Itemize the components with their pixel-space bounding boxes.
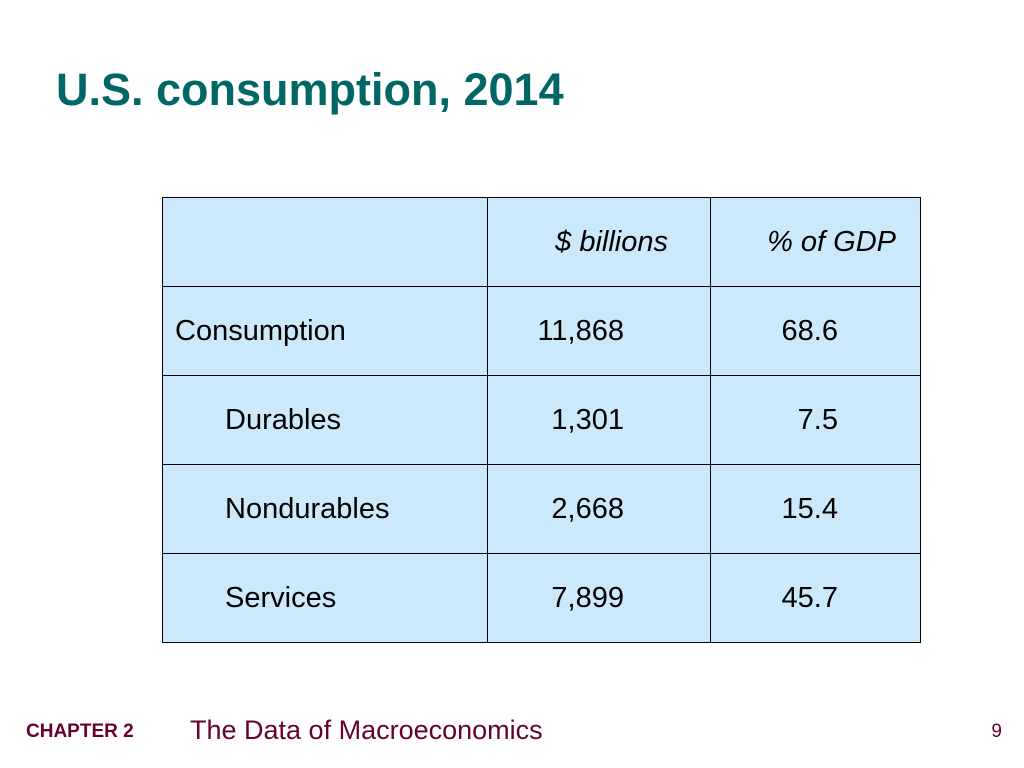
header-billions-cell: $ billions (487, 197, 711, 287)
table-row: Consumption 11,868 68.6 (162, 286, 921, 376)
slide-title: U.S. consumption, 2014 (56, 64, 564, 115)
row-label-nondurables: Nondurables (162, 464, 488, 554)
cell-billions: 7,899 (487, 553, 711, 643)
cell-pct-gdp: 15.4 (710, 464, 921, 554)
header-pct-gdp-cell: % of GDP (710, 197, 921, 287)
cell-pct-gdp: 7.5 (710, 375, 921, 465)
header-label-cell (162, 197, 488, 287)
table-row: Durables 1,301 7.5 (162, 375, 921, 465)
cell-billions: 1,301 (487, 375, 711, 465)
table-header-row: $ billions % of GDP (162, 197, 921, 287)
page-number: 9 (991, 721, 1002, 742)
row-label-durables: Durables (162, 375, 488, 465)
footer-chapter-title: The Data of Macroeconomics (190, 715, 543, 745)
cell-pct-gdp: 45.7 (710, 553, 921, 643)
consumption-table: $ billions % of GDP Consumption 11,868 6… (162, 197, 921, 643)
cell-billions: 11,868 (487, 286, 711, 376)
table-row: Nondurables 2,668 15.4 (162, 464, 921, 554)
cell-pct-gdp: 68.6 (710, 286, 921, 376)
footer-chapter-label: CHAPTER 2 (26, 721, 134, 742)
row-label-consumption: Consumption (162, 286, 488, 376)
table-row: Services 7,899 45.7 (162, 553, 921, 643)
row-label-services: Services (162, 553, 488, 643)
cell-billions: 2,668 (487, 464, 711, 554)
